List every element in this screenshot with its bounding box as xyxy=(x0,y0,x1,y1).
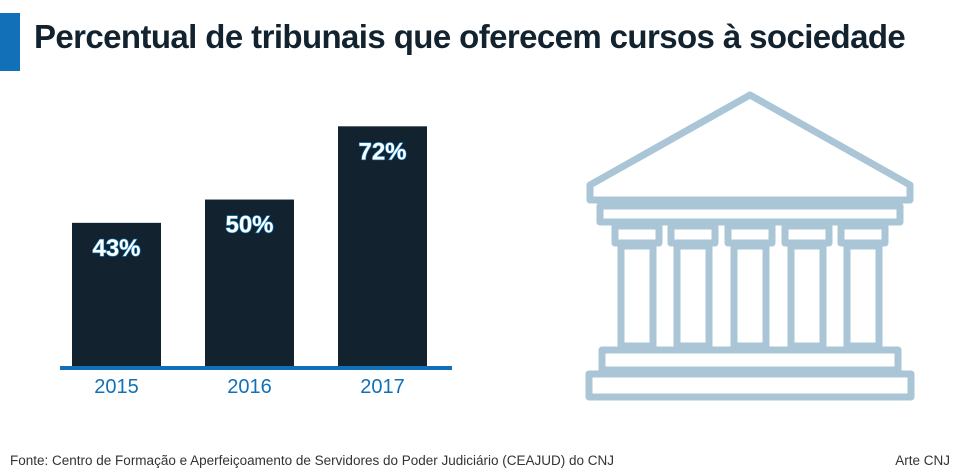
bar-chart: 43% 2015 50% 2016 72% 2017 xyxy=(60,126,452,398)
x-tick-label: 2015 xyxy=(94,376,139,398)
title-accent-bar xyxy=(0,13,20,71)
x-axis-line xyxy=(60,366,452,370)
bar-2015 xyxy=(72,222,161,366)
bar-value-label: 50% xyxy=(225,212,273,239)
courthouse-icon xyxy=(585,91,915,401)
credit-note: Arte CNJ xyxy=(895,453,950,468)
bar-2017 xyxy=(338,126,427,366)
bar-2016 xyxy=(205,199,294,366)
bar-value-label: 72% xyxy=(358,138,406,165)
source-note: Fonte: Centro de Formação e Aperfeiçoame… xyxy=(10,453,615,468)
x-tick-label: 2016 xyxy=(227,376,272,398)
chart-title: Percentual de tribunais que oferecem cur… xyxy=(34,18,906,55)
bar-value-label: 43% xyxy=(92,235,140,262)
x-tick-label: 2017 xyxy=(360,376,405,398)
